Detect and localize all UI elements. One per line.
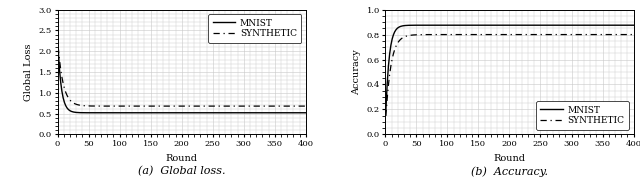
SYNTHETIC	[562, 33, 570, 36]
MNIST	[235, 112, 243, 114]
SYNTHETIC	[412, 34, 420, 36]
SYNTHETIC	[480, 33, 488, 36]
MNIST	[538, 24, 546, 26]
MNIST	[234, 112, 241, 114]
SYNTHETIC	[54, 46, 62, 48]
SYNTHETIC	[250, 105, 257, 107]
MNIST	[84, 112, 92, 114]
SYNTHETIC	[135, 105, 143, 107]
SYNTHETIC	[630, 33, 637, 36]
SYNTHETIC	[84, 105, 92, 107]
MNIST	[211, 112, 218, 114]
SYNTHETIC	[538, 33, 545, 36]
MNIST	[563, 24, 570, 26]
MNIST	[302, 112, 310, 114]
SYNTHETIC	[561, 33, 568, 36]
SYNTHETIC	[302, 105, 310, 107]
MNIST	[152, 112, 160, 114]
SYNTHETIC	[210, 105, 218, 107]
SYNTHETIC	[234, 105, 242, 107]
Line: MNIST: MNIST	[58, 50, 306, 113]
SYNTHETIC	[233, 105, 241, 107]
Line: SYNTHETIC: SYNTHETIC	[58, 47, 306, 106]
MNIST	[135, 112, 143, 114]
MNIST	[463, 24, 470, 26]
MNIST	[54, 49, 62, 51]
SYNTHETIC	[382, 115, 390, 117]
X-axis label: Round: Round	[493, 154, 525, 162]
MNIST	[480, 24, 488, 26]
X-axis label: Round: Round	[166, 154, 198, 162]
MNIST	[561, 24, 569, 26]
Line: MNIST: MNIST	[386, 25, 634, 109]
MNIST	[630, 24, 637, 26]
Y-axis label: Accuracy: Accuracy	[352, 49, 361, 95]
MNIST	[186, 112, 193, 114]
Text: (b)  Accuracy.: (b) Accuracy.	[471, 166, 548, 177]
MNIST	[510, 24, 518, 26]
Legend: MNIST, SYNTHETIC: MNIST, SYNTHETIC	[536, 101, 629, 130]
Legend: MNIST, SYNTHETIC: MNIST, SYNTHETIC	[208, 14, 301, 43]
SYNTHETIC	[574, 33, 582, 36]
SYNTHETIC	[152, 105, 160, 107]
Y-axis label: Global Loss: Global Loss	[24, 43, 33, 101]
SYNTHETIC	[463, 33, 470, 36]
Text: (a)  Global loss.: (a) Global loss.	[138, 166, 225, 177]
MNIST	[412, 24, 420, 26]
MNIST	[382, 108, 390, 110]
Line: SYNTHETIC: SYNTHETIC	[386, 35, 634, 116]
